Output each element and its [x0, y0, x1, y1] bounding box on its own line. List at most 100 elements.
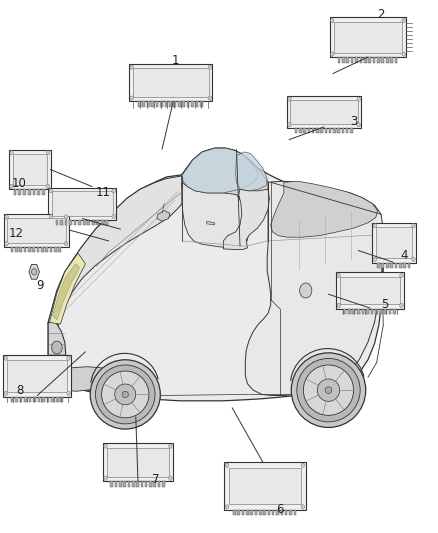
Circle shape — [46, 184, 50, 188]
Bar — [342, 57, 345, 62]
Bar — [350, 128, 353, 133]
Polygon shape — [236, 152, 267, 191]
Bar — [187, 101, 190, 107]
Bar — [333, 128, 336, 133]
Bar — [15, 247, 18, 252]
Bar — [196, 101, 198, 107]
Text: 8: 8 — [16, 384, 23, 397]
Bar — [41, 247, 44, 252]
Circle shape — [49, 214, 53, 219]
Bar — [15, 397, 18, 402]
Polygon shape — [49, 253, 85, 324]
Bar — [60, 220, 63, 225]
Ellipse shape — [325, 387, 332, 393]
Ellipse shape — [304, 365, 353, 415]
Bar — [337, 128, 340, 133]
Bar — [24, 397, 27, 402]
FancyBboxPatch shape — [287, 96, 361, 128]
Circle shape — [300, 283, 312, 298]
Bar — [384, 309, 387, 314]
Bar — [92, 220, 95, 225]
Circle shape — [67, 391, 70, 395]
Bar — [263, 510, 266, 515]
Bar — [272, 510, 275, 515]
Bar — [69, 220, 72, 225]
Circle shape — [52, 341, 62, 354]
Bar — [42, 189, 45, 195]
Bar — [7, 217, 66, 243]
Bar — [7, 360, 67, 392]
Circle shape — [288, 97, 291, 101]
Bar — [156, 101, 159, 107]
Bar — [259, 510, 261, 515]
Bar — [377, 57, 380, 62]
Bar — [299, 128, 302, 133]
Circle shape — [330, 52, 334, 56]
Bar — [33, 189, 35, 195]
Bar — [377, 263, 380, 268]
Bar — [28, 397, 32, 402]
Ellipse shape — [95, 365, 155, 424]
Bar — [290, 100, 358, 124]
Circle shape — [10, 150, 14, 155]
FancyBboxPatch shape — [336, 272, 404, 309]
Bar — [250, 510, 253, 515]
Text: 12: 12 — [9, 227, 24, 240]
Bar — [380, 309, 382, 314]
Circle shape — [169, 444, 172, 448]
Bar — [87, 220, 90, 225]
Bar — [78, 220, 81, 225]
FancyBboxPatch shape — [129, 64, 212, 101]
Bar — [364, 57, 367, 62]
Bar — [293, 510, 296, 515]
Bar — [237, 510, 240, 515]
Bar — [119, 481, 122, 487]
Bar — [115, 481, 117, 487]
Polygon shape — [53, 264, 80, 320]
Bar — [141, 481, 143, 487]
Bar — [24, 247, 26, 252]
Circle shape — [49, 189, 53, 193]
Circle shape — [112, 189, 115, 193]
Bar — [289, 510, 292, 515]
Bar — [357, 309, 360, 314]
Bar — [65, 220, 67, 225]
Text: 2: 2 — [377, 9, 385, 21]
Bar — [28, 189, 31, 195]
Circle shape — [225, 505, 229, 509]
Bar — [145, 481, 148, 487]
Polygon shape — [182, 148, 268, 200]
Polygon shape — [245, 181, 383, 395]
Bar — [325, 128, 327, 133]
Polygon shape — [207, 221, 215, 225]
Bar — [307, 128, 310, 133]
Bar — [142, 101, 145, 107]
Text: 4: 4 — [400, 249, 408, 262]
Polygon shape — [48, 367, 114, 391]
Bar — [408, 263, 410, 268]
Circle shape — [130, 65, 134, 69]
Ellipse shape — [90, 360, 160, 429]
Circle shape — [225, 463, 229, 467]
Polygon shape — [48, 322, 66, 386]
Circle shape — [301, 505, 305, 509]
Bar — [368, 57, 371, 62]
Ellipse shape — [115, 384, 136, 405]
Bar — [191, 101, 194, 107]
Bar — [136, 481, 139, 487]
Bar — [268, 510, 270, 515]
Bar — [138, 101, 141, 107]
Bar — [96, 220, 99, 225]
Bar — [160, 101, 163, 107]
Circle shape — [64, 215, 68, 219]
Bar — [373, 57, 375, 62]
Bar — [182, 101, 185, 107]
Bar — [351, 57, 353, 62]
Bar — [348, 309, 351, 314]
Bar — [42, 397, 45, 402]
Bar — [303, 128, 306, 133]
Bar — [46, 247, 48, 252]
Bar — [360, 57, 362, 62]
Circle shape — [112, 214, 115, 219]
Circle shape — [373, 224, 377, 228]
